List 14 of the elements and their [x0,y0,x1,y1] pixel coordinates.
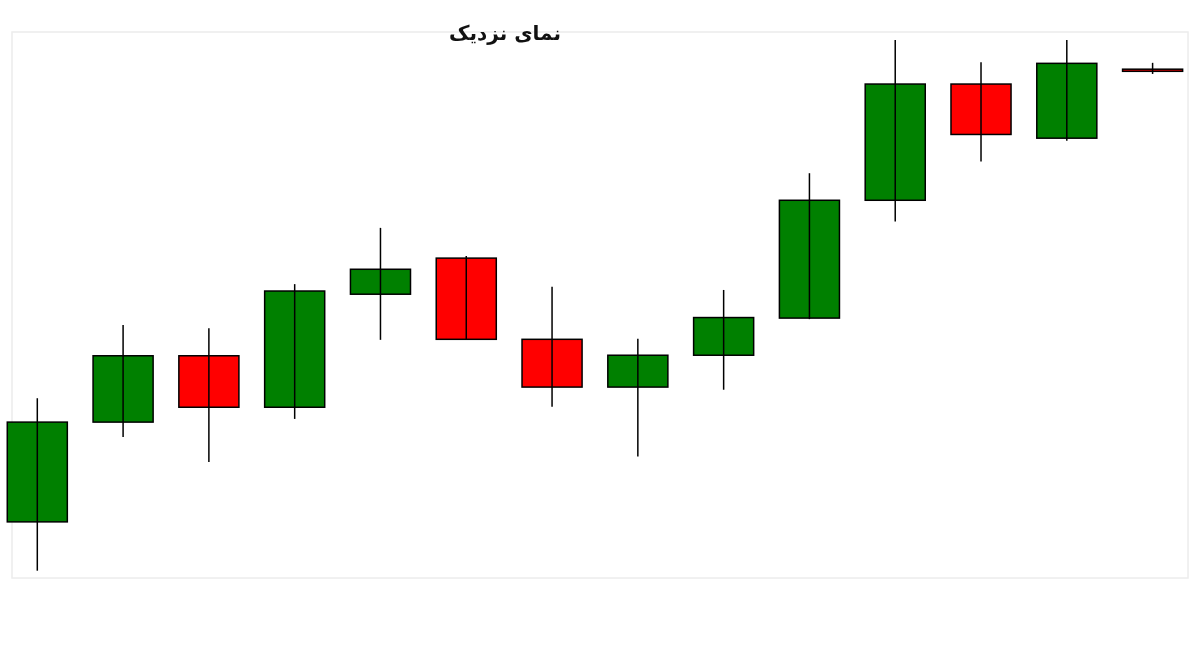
candlestick [607,338,669,458]
candlestick [1036,39,1098,142]
candlestick [263,283,326,420]
candlestick [349,227,412,341]
candlestick [435,255,498,341]
candlestick [178,327,240,463]
candlestick [864,39,926,223]
candlestick [778,172,841,320]
chart-title: نمای نزدیک [449,21,561,45]
candlestick [92,324,154,438]
candlestick [6,397,69,572]
candlestick [521,286,583,408]
candlestick [950,61,1012,163]
candlestick [692,289,755,391]
